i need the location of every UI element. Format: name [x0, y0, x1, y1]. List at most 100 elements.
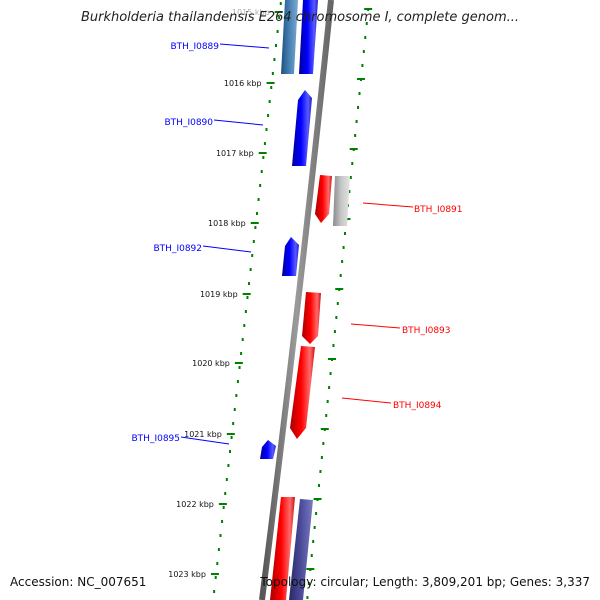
minor-tick: [259, 184, 262, 187]
minor-tick: [278, 16, 281, 19]
major-tick: [349, 148, 358, 150]
minor-tick: [248, 282, 251, 285]
kbp-tick: [258, 152, 267, 154]
minor-tick: [244, 310, 247, 313]
accession-text: Accession: NC_007651: [10, 575, 147, 589]
major-tick: [328, 358, 337, 360]
minor-tick: [354, 134, 357, 137]
minor-tick: [310, 554, 313, 557]
minor-tick: [326, 400, 329, 403]
minor-tick: [270, 86, 273, 89]
minor-tick: [276, 30, 279, 33]
minor-tick: [348, 190, 351, 193]
minor-tick: [233, 408, 236, 411]
minor-tick: [216, 562, 219, 565]
minor-tick: [322, 442, 325, 445]
minor-tick: [240, 352, 243, 355]
minor-tick: [243, 324, 246, 327]
minor-tick: [238, 366, 241, 369]
gene-label[interactable]: BTH_I0895: [132, 434, 181, 444]
gene-label[interactable]: BTH_I0891: [414, 205, 463, 215]
minor-tick: [230, 436, 233, 439]
minor-tick: [355, 120, 358, 123]
gene-label[interactable]: BTH_I0894: [393, 401, 442, 411]
map-title: Burkholderia thailandensis E264 chromoso…: [80, 10, 520, 25]
kbp-tick: [250, 222, 259, 224]
minor-tick: [320, 456, 323, 459]
minor-tick: [325, 414, 328, 417]
minor-tick: [217, 548, 220, 551]
gene-label[interactable]: BTH_I0893: [402, 326, 451, 336]
gene-callout-line: [350, 323, 401, 329]
gene-feature: [302, 292, 321, 344]
minor-tick: [329, 372, 332, 375]
minor-tick: [222, 506, 225, 509]
kbp-tick: [234, 362, 243, 364]
minor-tick: [246, 296, 249, 299]
minor-tick: [349, 176, 352, 179]
minor-tick: [214, 576, 217, 579]
minor-tick: [236, 380, 239, 383]
minor-tick: [344, 232, 347, 235]
minor-tick: [262, 156, 265, 159]
minor-tick: [357, 106, 360, 109]
gene-feature: [333, 176, 350, 226]
minor-tick: [241, 338, 244, 341]
minor-tick: [312, 540, 315, 543]
minor-tick: [275, 44, 278, 47]
minor-tick: [279, 2, 282, 5]
minor-tick: [254, 226, 257, 229]
minor-tick: [342, 246, 345, 249]
minor-tick: [268, 100, 271, 103]
gene-feature: [282, 237, 299, 276]
kbp-tick-label: 1018 kbp: [208, 219, 246, 228]
minor-tick: [252, 240, 255, 243]
kbp-tick-label: 1017 kbp: [216, 149, 254, 158]
major-tick: [320, 428, 329, 430]
tick-dots: [213, 2, 282, 593]
major-tick: [313, 498, 322, 500]
minor-tick: [227, 464, 230, 467]
backbone: [259, 0, 334, 600]
gene-feature: [260, 440, 276, 459]
gene-label[interactable]: BTH_I0890: [165, 118, 214, 128]
gene-callout-line: [202, 245, 252, 253]
minor-tick: [255, 212, 258, 215]
minor-tick: [362, 50, 365, 53]
minor-tick: [306, 596, 309, 599]
minor-tick: [249, 268, 252, 271]
gene-feature: [289, 499, 313, 600]
minor-tick: [319, 470, 322, 473]
kbp-tick-label: 1022 kbp: [176, 500, 214, 509]
minor-tick: [315, 512, 318, 515]
kbp-tick: [210, 573, 219, 575]
major-tick: [356, 78, 365, 80]
minor-tick: [260, 170, 263, 173]
minor-tick: [333, 330, 336, 333]
minor-tick: [361, 64, 364, 67]
minor-tick: [225, 478, 228, 481]
minor-tick: [221, 520, 224, 523]
minor-tick: [358, 92, 361, 95]
minor-tick: [335, 316, 338, 319]
major-tick: [306, 568, 315, 570]
kbp-tick-label: 1019 kbp: [200, 290, 238, 299]
minor-tick: [332, 344, 335, 347]
gene-features: [260, 0, 350, 600]
tick-dots-outer: [306, 8, 373, 599]
gene-feature: [292, 90, 312, 166]
minor-tick: [267, 114, 270, 117]
minor-tick: [229, 450, 231, 453]
minor-tick: [341, 260, 344, 263]
gene-feature: [299, 0, 318, 74]
gene-callout-line: [219, 43, 270, 49]
kbp-tick: [266, 82, 275, 84]
gene-callout-line: [180, 436, 230, 445]
minor-tick: [364, 36, 367, 39]
gene-callout-line: [213, 119, 264, 126]
kbp-tick: [218, 503, 227, 505]
gene-label[interactable]: BTH_I0892: [154, 244, 203, 254]
minor-tick: [339, 274, 342, 277]
gene-label[interactable]: BTH_I0889: [171, 42, 220, 52]
